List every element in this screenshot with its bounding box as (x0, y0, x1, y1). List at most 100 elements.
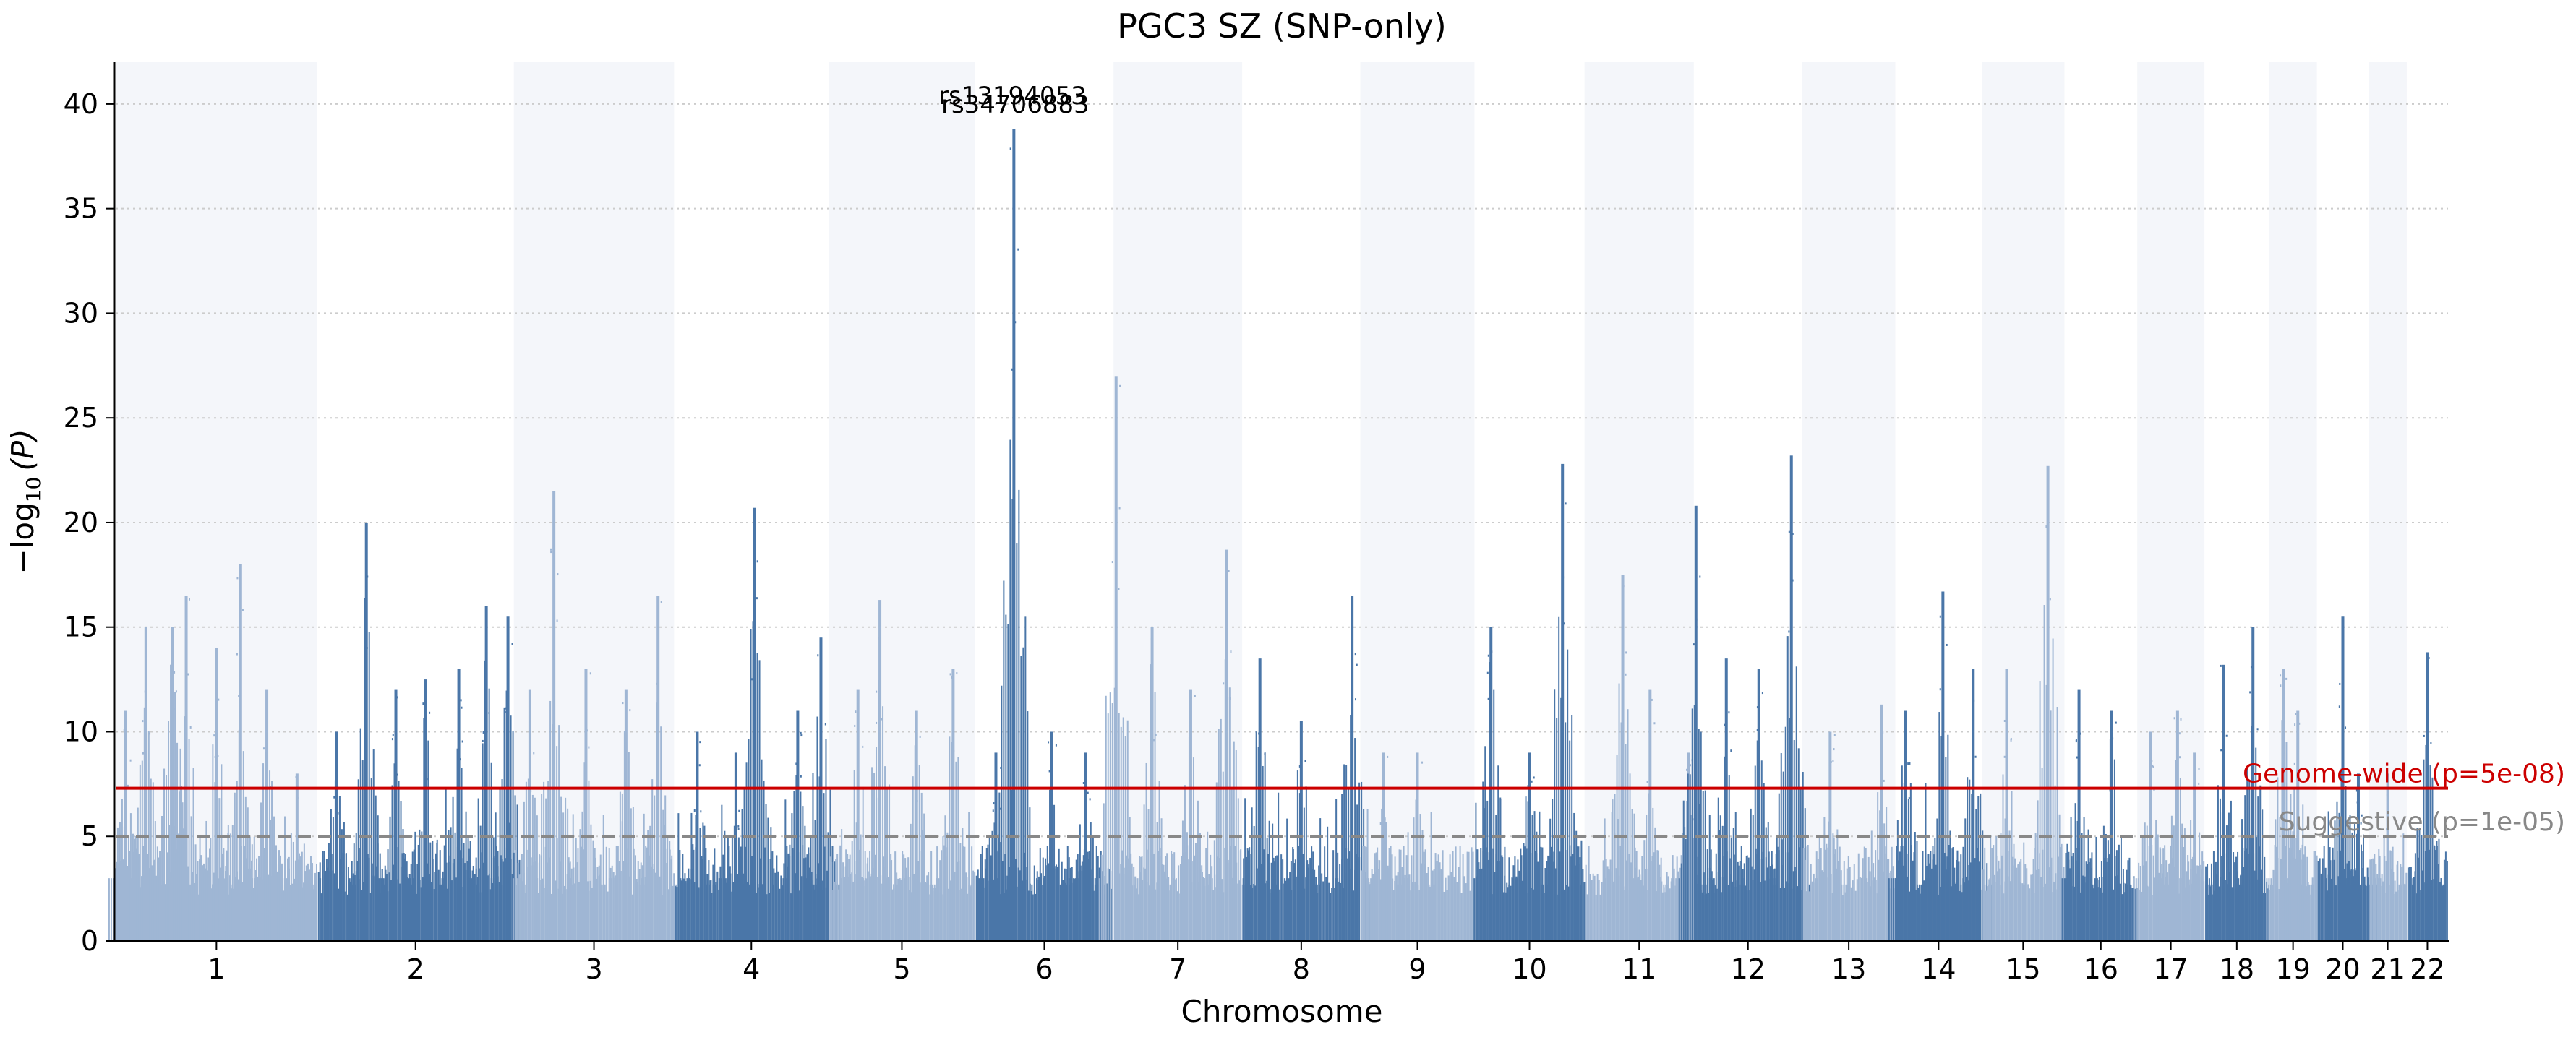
snp-column (1707, 893, 1709, 941)
snp-column (622, 861, 625, 941)
peak-shoulder (1428, 884, 1430, 941)
snp-column (1507, 887, 1509, 941)
peak-shoulder (1288, 878, 1290, 941)
snp-column (300, 856, 301, 941)
snp-column (1325, 877, 1327, 941)
snp-column (2032, 873, 2034, 941)
peak-spike (364, 522, 368, 941)
chromosome-14-points (1888, 591, 1993, 941)
peak-shoulder (1143, 804, 1145, 941)
peak-shoulder (2311, 884, 2313, 941)
snp-point (1788, 530, 1790, 533)
snp-point (824, 723, 826, 726)
peak-shoulder (1569, 740, 1571, 941)
peak-shoulder (541, 794, 543, 941)
peak-shoulder (495, 878, 497, 941)
snp-column (1324, 846, 1326, 941)
snp-point (2079, 732, 2081, 735)
peak-shoulder (1916, 884, 1918, 941)
peak-shoulder (1903, 783, 1905, 941)
peak-shoulder (701, 859, 703, 941)
snp-column (222, 853, 223, 941)
snp-column (2205, 866, 2207, 941)
snp-column (1515, 876, 1518, 941)
peak-spike (2077, 689, 2081, 941)
peak-shoulder (368, 632, 370, 941)
peak-shoulder (812, 773, 814, 941)
peak-shoulder (1508, 884, 1510, 941)
snp-point (265, 763, 267, 766)
peak-shoulder (1406, 878, 1408, 941)
snp-column (844, 877, 846, 941)
peak-shoulder (1504, 875, 1506, 941)
peak-shoulder (789, 844, 791, 941)
peak-shoulder (920, 792, 923, 941)
snp-column (2131, 888, 2134, 941)
peak-shoulder (2219, 798, 2221, 941)
peak-shoulder (1565, 722, 1567, 941)
peak-shoulder (2148, 846, 2150, 941)
snp-column (1254, 885, 1257, 941)
snp-column (1580, 840, 1583, 941)
peak-shoulder (923, 835, 925, 941)
peak-shoulder (745, 762, 748, 941)
snp-column (1436, 861, 1438, 941)
snp-point (1354, 653, 1356, 656)
peak-shoulder (1691, 708, 1693, 941)
peak-spike (424, 679, 427, 941)
snp-column (719, 866, 722, 941)
peak-shoulder (134, 835, 137, 941)
snp-column (1411, 882, 1413, 941)
snp-column (677, 813, 680, 941)
peak-shoulder (137, 807, 139, 941)
peak-shoulder (1372, 874, 1374, 941)
peak-shoulder (1708, 815, 1711, 941)
peak-shoulder (2434, 846, 2436, 941)
snp-column (1750, 866, 1753, 941)
snp-point (2280, 684, 2282, 687)
peak-shoulder (849, 854, 851, 941)
peak-shoulder (1641, 856, 1643, 941)
peak-shoulder (2270, 878, 2272, 941)
snp-point (392, 734, 394, 736)
snp-point (1907, 762, 1909, 765)
snp-column (147, 854, 148, 941)
peak-shoulder (1398, 884, 1400, 941)
peak-shoulder (463, 843, 465, 941)
peak-shoulder (1635, 878, 1637, 941)
snp-column (974, 872, 976, 941)
peak-shoulder (1277, 884, 1279, 941)
peak-shoulder (1760, 760, 1763, 941)
peak-shoulder (1131, 863, 1133, 941)
peak-shoulder (1765, 827, 1767, 941)
peak-spike (1299, 721, 1303, 941)
snp-column (909, 890, 911, 941)
peak-shoulder (1975, 809, 1977, 941)
peak-spike (335, 731, 338, 941)
peak-shoulder (1495, 815, 1497, 941)
snp-point (1000, 766, 1002, 769)
peak-shoulder (1639, 874, 1641, 941)
annotation-label: rs13194053 (938, 82, 1087, 111)
peak-shoulder (1890, 878, 1892, 941)
x-tick-label-1: 1 (207, 953, 225, 985)
snp-column (1511, 877, 1513, 941)
peak-shoulder (2379, 856, 2381, 941)
peak-shoulder (2230, 800, 2232, 941)
snp-point (556, 619, 558, 622)
peak-shoulder (2381, 874, 2383, 941)
peak-shoulder (2076, 820, 2079, 941)
peak-shoulder (1673, 878, 1675, 941)
snp-point (333, 796, 335, 799)
peak-spike (1528, 752, 1531, 941)
peak-shoulder (1167, 884, 1169, 941)
peak-shoulder (2008, 830, 2011, 941)
peak-shoulder (1411, 855, 1413, 941)
snp-point (295, 775, 297, 778)
peak-shoulder (1169, 884, 1171, 941)
snp-column (618, 861, 620, 941)
peak-shoulder (192, 768, 194, 941)
snp-column (1392, 890, 1395, 941)
snp-column (1420, 863, 1422, 941)
peak-shoulder (2301, 884, 2303, 941)
